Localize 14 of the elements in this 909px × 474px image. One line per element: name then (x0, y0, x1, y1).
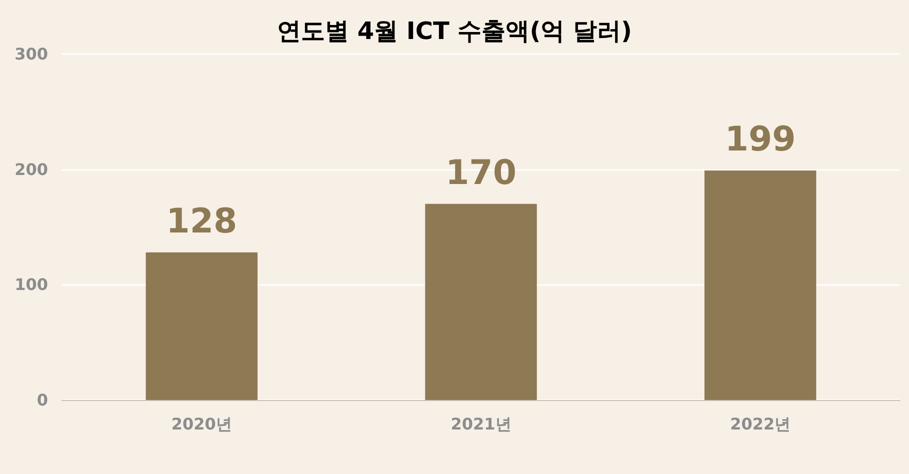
y-tick-label: 100 (14, 275, 48, 294)
chart-title: 연도별 4월 ICT 수출액(억 달러) (277, 17, 632, 45)
x-tick-label: 2021년 (450, 414, 512, 434)
data-label: 199 (724, 119, 796, 160)
x-tick-label: 2020년 (171, 414, 232, 434)
data-label: 170 (446, 152, 516, 193)
x-tick-label: 2022년 (730, 414, 791, 434)
bar (146, 252, 258, 400)
bar (425, 204, 537, 400)
y-tick-label: 300 (14, 44, 48, 64)
bar (704, 170, 816, 400)
data-label: 128 (166, 201, 238, 242)
y-tick-label: 0 (36, 390, 48, 410)
y-tick-label: 200 (14, 160, 48, 179)
